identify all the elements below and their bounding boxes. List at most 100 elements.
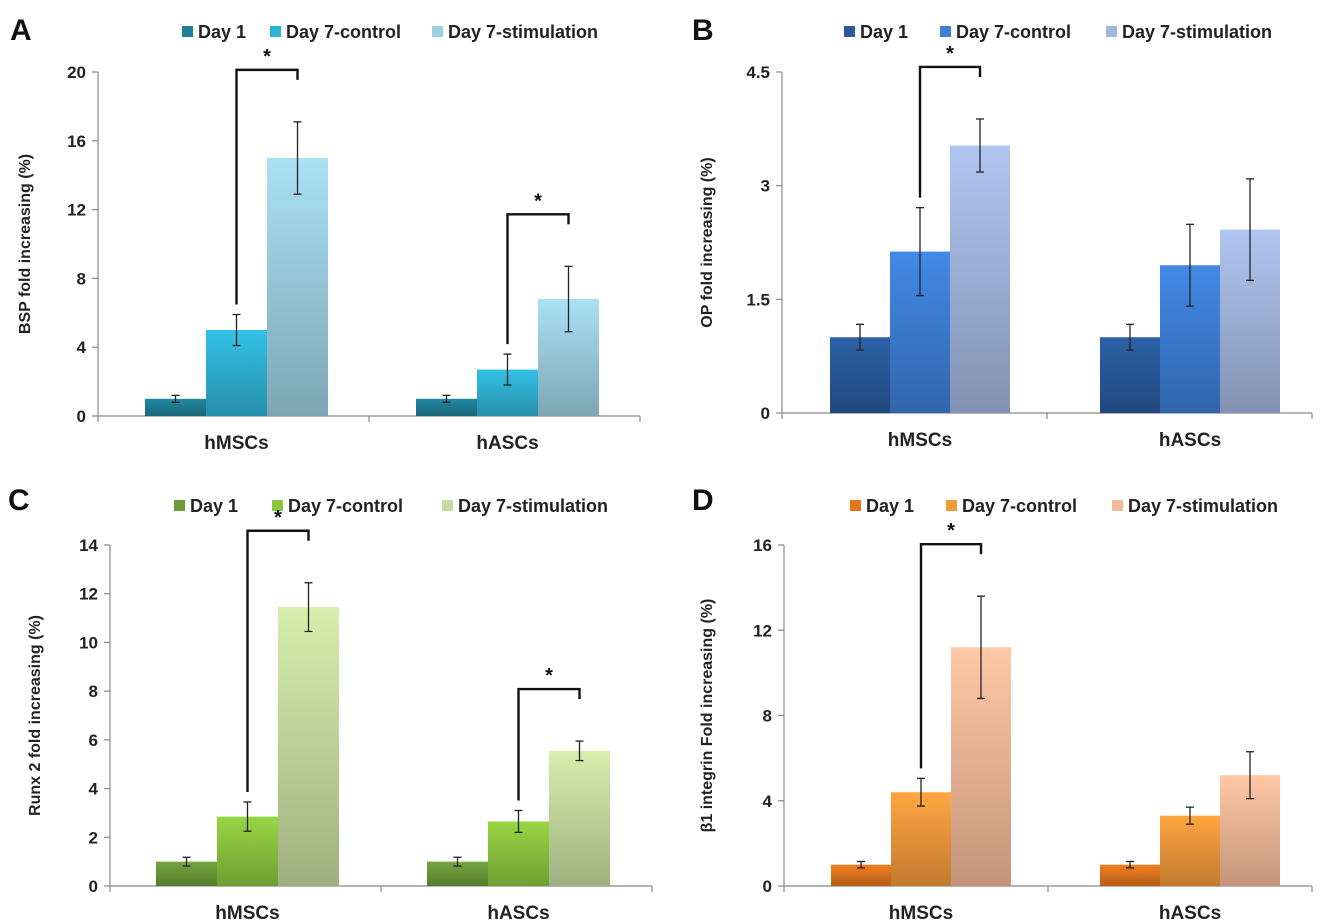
error-bar bbox=[442, 394, 451, 403]
legend-item: Day 7-control bbox=[940, 22, 1071, 42]
error-bar bbox=[917, 777, 925, 807]
legend-item: Day 7-control bbox=[270, 22, 401, 42]
y-tick-label: 0 bbox=[761, 404, 770, 423]
y-tick-label: 6 bbox=[89, 731, 98, 750]
error-bar bbox=[453, 856, 462, 867]
legend-swatch bbox=[182, 26, 193, 37]
y-tick-label: 20 bbox=[67, 63, 86, 82]
category-label: hASCs bbox=[487, 903, 549, 923]
legend-swatch bbox=[940, 26, 951, 37]
category-label: hASCs bbox=[1159, 430, 1221, 451]
panel-letter: A bbox=[10, 14, 32, 47]
significance-label: * bbox=[947, 520, 955, 542]
y-tick-label: 12 bbox=[79, 585, 98, 604]
y-axis-label: β1 integrin Fold increasing (%) bbox=[699, 599, 716, 833]
bar bbox=[549, 750, 610, 886]
y-tick-label: 8 bbox=[77, 269, 86, 288]
y-axis-label: OP fold increasing (%) bbox=[699, 157, 716, 327]
legend-item: Day 7-control bbox=[272, 496, 403, 516]
significance-label: * bbox=[545, 665, 553, 687]
significance-bracket: * bbox=[506, 190, 570, 345]
y-tick-label: 0 bbox=[763, 877, 772, 896]
legend-label: Day 7-stimulation bbox=[458, 496, 608, 516]
bar bbox=[1160, 815, 1220, 886]
error-bar bbox=[1126, 323, 1134, 351]
panel-c: C Day 1 Day 7-control Day 7-stimulation 0 2 4 6… bbox=[8, 484, 653, 923]
y-tick-label: 2 bbox=[89, 828, 98, 847]
legend-swatch bbox=[844, 26, 855, 37]
significance-bracket: * bbox=[246, 507, 310, 792]
legend-label: Day 1 bbox=[866, 496, 914, 516]
legend-swatch bbox=[946, 500, 957, 511]
error-bar bbox=[976, 118, 984, 173]
legend-item: Day 7-stimulation bbox=[1112, 496, 1278, 516]
error-bar bbox=[232, 313, 241, 347]
category-label: hASCs bbox=[1159, 903, 1221, 923]
bar bbox=[1100, 864, 1160, 886]
error-bar bbox=[1186, 806, 1194, 825]
y-tick-label: 4 bbox=[77, 338, 87, 357]
legend-label: Day 1 bbox=[190, 496, 238, 516]
significance-label: * bbox=[274, 507, 282, 529]
bar bbox=[145, 398, 206, 416]
significance-bracket: * bbox=[517, 665, 581, 801]
y-tick-label: 3 bbox=[761, 177, 770, 196]
legend-item: Day 7-stimulation bbox=[442, 496, 608, 516]
y-tick-label: 16 bbox=[67, 132, 86, 151]
legend-label: Day 7-stimulation bbox=[1128, 496, 1278, 516]
legend-item: Day 7-stimulation bbox=[432, 22, 598, 42]
error-bar bbox=[514, 809, 523, 834]
legend-item: Day 1 bbox=[844, 22, 908, 42]
y-tick-label: 12 bbox=[753, 621, 772, 640]
error-bar bbox=[977, 595, 985, 700]
legend-item: Day 1 bbox=[174, 496, 238, 516]
y-axis-label: BSP fold increasing (%) bbox=[17, 154, 34, 334]
y-tick-label: 1.5 bbox=[746, 290, 770, 309]
significance-label: * bbox=[263, 46, 271, 68]
legend-swatch bbox=[442, 500, 453, 511]
error-bar bbox=[1246, 751, 1254, 800]
legend-item: Day 7-control bbox=[946, 496, 1077, 516]
y-tick-label: 12 bbox=[67, 201, 86, 220]
significance-label: * bbox=[534, 190, 542, 212]
legend-item: Day 1 bbox=[850, 496, 914, 516]
error-bar bbox=[171, 394, 180, 403]
y-tick-label: 8 bbox=[763, 707, 772, 726]
error-bar bbox=[857, 860, 865, 869]
error-bar bbox=[916, 206, 924, 297]
category-label: hASCs bbox=[476, 433, 538, 454]
legend-label: Day 7-control bbox=[962, 496, 1077, 516]
y-tick-label: 8 bbox=[89, 682, 98, 701]
legend-swatch bbox=[1112, 500, 1123, 511]
y-tick-label: 4.5 bbox=[746, 63, 770, 82]
legend-label: Day 7-control bbox=[956, 22, 1071, 42]
y-tick-label: 16 bbox=[753, 536, 772, 555]
error-bar bbox=[856, 323, 864, 351]
legend-label: Day 7-stimulation bbox=[448, 22, 598, 42]
legend-swatch bbox=[272, 500, 283, 511]
significance-bracket: * bbox=[235, 46, 299, 305]
y-tick-label: 0 bbox=[89, 877, 98, 896]
error-bar bbox=[243, 801, 252, 832]
significance-label: * bbox=[946, 43, 954, 65]
error-bar bbox=[1246, 178, 1254, 282]
y-tick-label: 4 bbox=[763, 792, 773, 811]
legend-label: Day 1 bbox=[860, 22, 908, 42]
panel-a: A Day 1 Day 7-control Day 7-stimulation 0 4 8 1… bbox=[10, 14, 641, 454]
legend-label: Day 7-control bbox=[286, 22, 401, 42]
bar bbox=[950, 145, 1010, 413]
legend-label: Day 7-stimulation bbox=[1122, 22, 1272, 42]
category-label: hMSCs bbox=[215, 903, 279, 923]
panel-letter: D bbox=[692, 484, 714, 517]
panel-letter: C bbox=[8, 484, 30, 517]
error-bar bbox=[564, 265, 573, 333]
panel-d: D Day 1 Day 7-control Day 7-stimulation 0 4 8 1… bbox=[692, 484, 1313, 923]
bar bbox=[278, 607, 339, 886]
legend-item: Day 1 bbox=[182, 22, 246, 42]
bar bbox=[891, 792, 951, 886]
bar bbox=[416, 398, 477, 416]
y-tick-label: 10 bbox=[79, 633, 98, 652]
category-label: hMSCs bbox=[888, 430, 952, 451]
legend-item: Day 7-stimulation bbox=[1106, 22, 1272, 42]
